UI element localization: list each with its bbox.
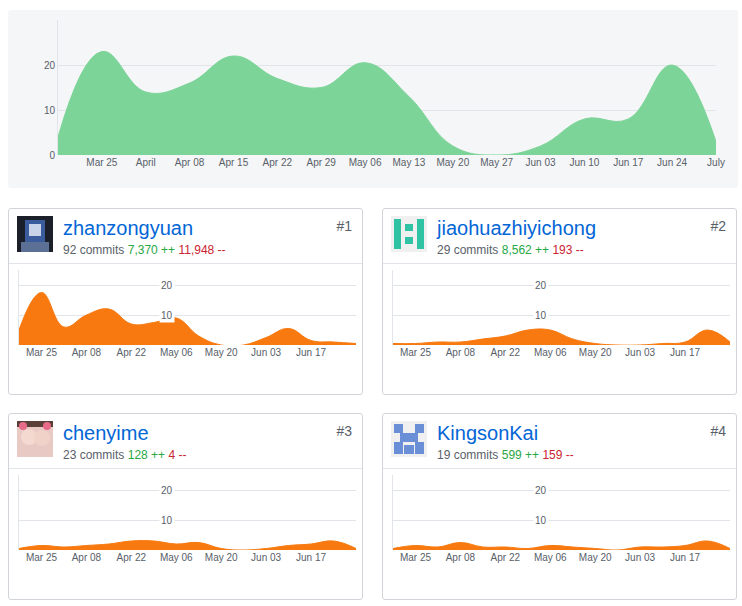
svg-text:20: 20 xyxy=(161,485,173,496)
svg-text:Jun 17: Jun 17 xyxy=(613,157,643,168)
svg-text:Apr 22: Apr 22 xyxy=(117,347,147,358)
svg-text:Mar 25: Mar 25 xyxy=(400,347,432,358)
svg-text:Jun 17: Jun 17 xyxy=(670,347,700,358)
html-text:chenyime: chenyime xyxy=(63,422,149,444)
svg-text:Apr 08: Apr 08 xyxy=(446,347,476,358)
svg-text:Jun 03: Jun 03 xyxy=(625,552,655,563)
html-text:jiaohuazhiyichong: jiaohuazhiyichong xyxy=(437,217,596,239)
svg-text:10: 10 xyxy=(535,515,547,526)
svg-text:Jun 17: Jun 17 xyxy=(296,347,326,358)
svg-text:May 20: May 20 xyxy=(579,552,612,563)
svg-text:April: April xyxy=(136,157,156,168)
html-text:zhanzongyuan: zhanzongyuan xyxy=(63,217,194,239)
svg-text:Apr 08: Apr 08 xyxy=(72,347,102,358)
svg-text:20: 20 xyxy=(535,280,547,291)
svg-text:May 20: May 20 xyxy=(436,157,469,168)
svg-text:10: 10 xyxy=(535,310,547,321)
html-text:#1: #1 xyxy=(336,218,352,234)
svg-text:Apr 29: Apr 29 xyxy=(306,157,336,168)
html-text:23 commits 128 ++ 4 --: 23 commits 128 ++ 4 -- xyxy=(63,448,187,462)
svg-text:0: 0 xyxy=(49,150,55,161)
svg-text:Mar 25: Mar 25 xyxy=(86,157,118,168)
svg-text:Apr 22: Apr 22 xyxy=(117,552,147,563)
svg-text:May 20: May 20 xyxy=(205,552,238,563)
svg-text:10: 10 xyxy=(161,515,173,526)
svg-text:May 06: May 06 xyxy=(160,347,193,358)
svg-text:10: 10 xyxy=(44,105,56,116)
svg-text:Apr 08: Apr 08 xyxy=(72,552,102,563)
svg-text:May 13: May 13 xyxy=(393,157,426,168)
html-text:#4: #4 xyxy=(710,423,726,439)
svg-text:Jun 03: Jun 03 xyxy=(251,347,281,358)
svg-text:Jun 17: Jun 17 xyxy=(670,552,700,563)
svg-text:May 20: May 20 xyxy=(579,347,612,358)
svg-text:Jun 10: Jun 10 xyxy=(569,157,599,168)
html-text:29 commits 8,562 ++ 193 --: 29 commits 8,562 ++ 193 -- xyxy=(437,243,584,257)
svg-text:Mar 25: Mar 25 xyxy=(26,552,58,563)
svg-text:Mar 25: Mar 25 xyxy=(26,347,58,358)
svg-text:May 20: May 20 xyxy=(205,347,238,358)
svg-text:Apr 22: Apr 22 xyxy=(491,552,521,563)
svg-text:May 06: May 06 xyxy=(349,157,382,168)
svg-text:Jun 03: Jun 03 xyxy=(625,347,655,358)
svg-text:Apr 08: Apr 08 xyxy=(175,157,205,168)
svg-text:Jun 03: Jun 03 xyxy=(526,157,556,168)
svg-text:Jun 03: Jun 03 xyxy=(251,552,281,563)
svg-text:20: 20 xyxy=(161,280,173,291)
svg-text:20: 20 xyxy=(44,60,56,71)
svg-text:May 06: May 06 xyxy=(534,552,567,563)
html-text:#2: #2 xyxy=(710,218,726,234)
svg-text:May 27: May 27 xyxy=(480,157,513,168)
html-text:KingsonKai: KingsonKai xyxy=(437,422,539,444)
svg-text:Jun 17: Jun 17 xyxy=(296,552,326,563)
html-text:#3: #3 xyxy=(336,423,352,439)
svg-text:Jun 24: Jun 24 xyxy=(657,157,687,168)
svg-text:May 06: May 06 xyxy=(160,552,193,563)
svg-text:Apr 22: Apr 22 xyxy=(491,347,521,358)
svg-text:Apr 08: Apr 08 xyxy=(446,552,476,563)
svg-text:May 06: May 06 xyxy=(534,347,567,358)
svg-text:Apr 15: Apr 15 xyxy=(219,157,249,168)
svg-text:20: 20 xyxy=(535,485,547,496)
svg-text:Mar 25: Mar 25 xyxy=(400,552,432,563)
svg-text:Apr 22: Apr 22 xyxy=(263,157,293,168)
svg-text:July: July xyxy=(707,157,725,168)
html-text:19 commits 599 ++ 159 --: 19 commits 599 ++ 159 -- xyxy=(437,448,574,462)
svg-text:10: 10 xyxy=(161,310,173,321)
html-text:92 commits 7,370 ++ 11,948 --: 92 commits 7,370 ++ 11,948 -- xyxy=(63,243,226,257)
